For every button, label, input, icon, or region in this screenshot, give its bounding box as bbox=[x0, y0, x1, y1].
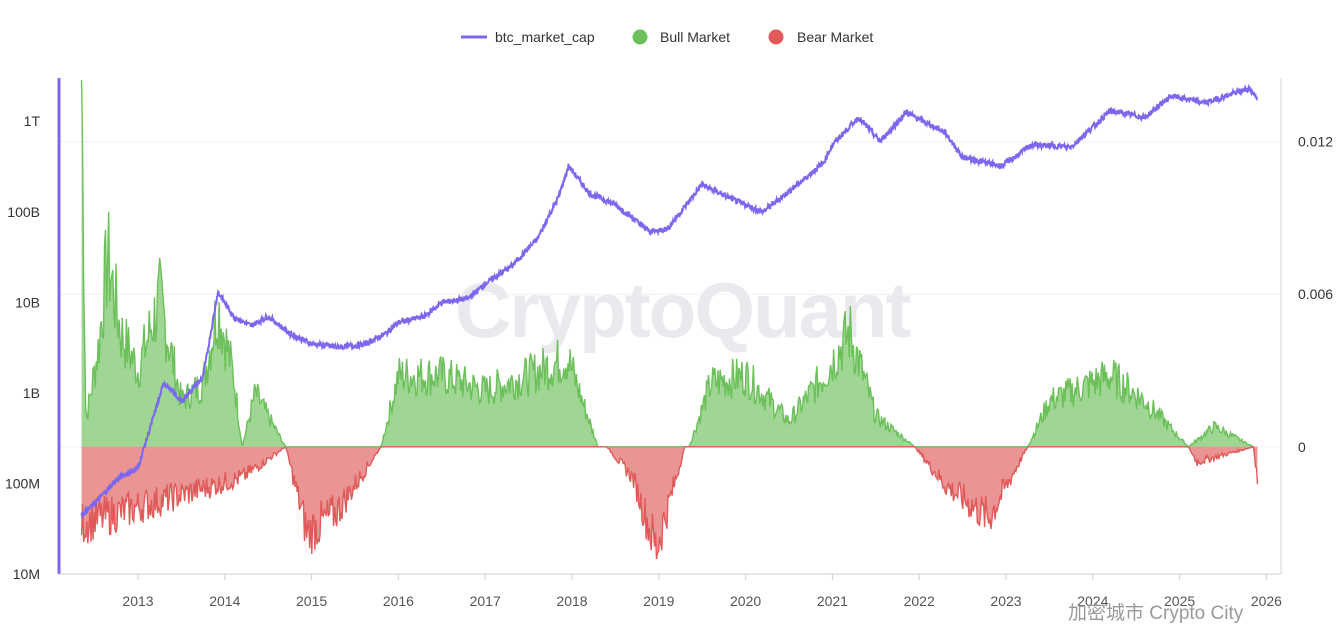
legend-dot-icon bbox=[632, 29, 648, 45]
x-tick-label: 2022 bbox=[904, 593, 935, 609]
area-series bbox=[81, 80, 1258, 559]
right-tick-label: 0 bbox=[1298, 439, 1306, 455]
line-bull-market bbox=[80, 80, 1254, 448]
x-tick-label: 2021 bbox=[817, 593, 848, 609]
right-tick-label: 0.006 bbox=[1298, 286, 1333, 302]
x-tick-label: 2016 bbox=[383, 593, 414, 609]
x-tick-label: 2019 bbox=[643, 593, 674, 609]
area-bull-market bbox=[81, 80, 1254, 447]
watermark: CryptoQuant bbox=[455, 266, 912, 354]
footer-text: 加密城市 Crypto City bbox=[1068, 602, 1244, 624]
x-tick-label: 2020 bbox=[730, 593, 761, 609]
legend-item-bull-market[interactable]: Bull Market bbox=[632, 29, 731, 45]
legend-item-bear-market[interactable]: Bear Market bbox=[768, 29, 874, 45]
legend[interactable]: btc_market_cap Bull Market Bear Market bbox=[461, 29, 873, 45]
left-tick-label: 1B bbox=[23, 385, 40, 401]
footer-mark: 加密城市 Crypto City bbox=[1068, 602, 1244, 624]
line-bear-market bbox=[80, 445, 1259, 560]
x-axis-ticks: 2013 2014 2015 2016 2017 2018 2019 2020 2021 2022… bbox=[122, 574, 1282, 609]
left-tick-label: 10M bbox=[13, 566, 40, 582]
x-tick-label: 2014 bbox=[209, 593, 240, 609]
legend-dot-icon bbox=[768, 29, 784, 45]
x-tick-label: 2025 bbox=[1164, 593, 1195, 609]
x-tick-label: 2026 bbox=[1251, 593, 1282, 609]
legend-label: Bull Market bbox=[660, 29, 730, 45]
legend-label: btc_market_cap bbox=[495, 29, 595, 45]
legend-label: Bear Market bbox=[797, 29, 873, 45]
line-series bbox=[80, 80, 1259, 560]
x-tick-label: 2013 bbox=[122, 593, 153, 609]
area-bear-market bbox=[81, 446, 1258, 559]
legend-item-btc-market-cap[interactable]: btc_market_cap bbox=[461, 29, 595, 45]
x-tick-label: 2017 bbox=[470, 593, 501, 609]
line-btc-market-cap bbox=[80, 83, 1258, 519]
x-tick-label: 2018 bbox=[556, 593, 587, 609]
right-axis-ticks: 0 0.006 0.012 bbox=[1298, 134, 1333, 455]
x-tick-label: 2023 bbox=[990, 593, 1021, 609]
x-tick-label: 2015 bbox=[296, 593, 327, 609]
left-tick-label: 100B bbox=[7, 204, 40, 220]
left-axis-ticks: 10M 100M 1B 10B 100B 1T bbox=[5, 113, 40, 582]
x-tick-label: 2024 bbox=[1077, 593, 1108, 609]
left-tick-label: 10B bbox=[15, 294, 40, 310]
left-tick-label: 1T bbox=[24, 113, 41, 129]
right-tick-label: 0.012 bbox=[1298, 134, 1333, 150]
left-tick-label: 100M bbox=[5, 475, 40, 491]
